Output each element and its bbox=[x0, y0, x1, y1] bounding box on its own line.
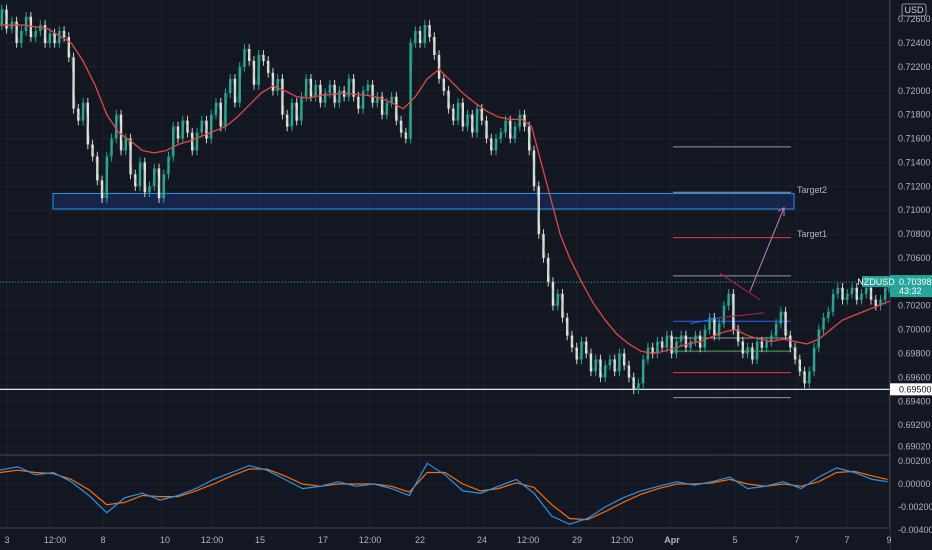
time-tick-label: 3 bbox=[4, 535, 9, 545]
price-tick-label: 0.70600 bbox=[898, 253, 931, 263]
time-tick-label: 8 bbox=[100, 535, 105, 545]
time-tick-label: 12:00 bbox=[44, 535, 67, 545]
symbol-tag bbox=[862, 276, 890, 288]
price-tick-label: 0.72400 bbox=[898, 38, 931, 48]
oscillator-pane bbox=[0, 460, 890, 531]
price-tick-label: 0.69600 bbox=[898, 372, 931, 382]
time-tick-label: 17 bbox=[318, 535, 328, 545]
time-tick-label: 10 bbox=[160, 535, 170, 545]
time-tick-label: 22 bbox=[415, 535, 425, 545]
time-tick-label: 7 bbox=[794, 535, 799, 545]
fib-levels bbox=[0, 146, 890, 399]
price-tick-label: 0.71400 bbox=[898, 157, 931, 167]
projection-arrow bbox=[749, 207, 785, 292]
time-tick-label: 5 bbox=[732, 535, 737, 545]
target-label-bg bbox=[796, 228, 824, 240]
axis-bg bbox=[890, 0, 932, 550]
price-tick-label: 0.72000 bbox=[898, 86, 931, 96]
price-tick-label: 0.71000 bbox=[898, 205, 931, 215]
target-label-bg bbox=[796, 184, 824, 196]
price-axis[interactable]: 0.72600 0.72400 0.72200 0.72000 0.71800 0.716… bbox=[857, 0, 932, 550]
arrow-head-icon bbox=[777, 206, 785, 217]
osc-tick-label: -0.00200 bbox=[898, 502, 932, 512]
price-tick-label: 0.72600 bbox=[898, 14, 931, 24]
time-axis[interactable]: 3 12:00 8 10 12:00 15 17 12:00 22 24 12:00 29 12:00 A… bbox=[0, 527, 892, 550]
price-tick-label: 0.69400 bbox=[898, 396, 931, 406]
time-tick-label: 9 bbox=[886, 535, 891, 545]
time-tick-label: Apr bbox=[664, 535, 680, 545]
price-tick-label: 0.70200 bbox=[898, 301, 931, 311]
currency-label: USD bbox=[904, 5, 924, 15]
time-tick-label: 24 bbox=[477, 535, 487, 545]
time-tick-label: 7 bbox=[844, 535, 849, 545]
support-value: 0.69500 bbox=[899, 384, 932, 394]
price-series bbox=[0, 4, 891, 395]
wedge-upper-line bbox=[719, 273, 761, 301]
osc-tick-label: 0.00000 bbox=[898, 479, 931, 489]
wedge-lower-line bbox=[719, 312, 765, 319]
time-tick-label: 12:00 bbox=[611, 535, 634, 545]
target-label: Target1 bbox=[797, 229, 827, 239]
target-label: Target2 bbox=[797, 185, 827, 195]
time-tick-label: 12:00 bbox=[359, 535, 382, 545]
price-line bbox=[0, 8, 891, 390]
osc-fast-line bbox=[0, 462, 888, 525]
resistance-zone bbox=[52, 192, 795, 210]
time-tick-label: 12:00 bbox=[517, 535, 540, 545]
time-axis-bg bbox=[0, 528, 890, 550]
price-tick-label: 0.69020 bbox=[898, 442, 931, 452]
price-tick-label: 0.71600 bbox=[898, 134, 931, 144]
price-tick-label: 0.72200 bbox=[898, 62, 931, 72]
price-tick-label: 0.70800 bbox=[898, 229, 931, 239]
price-tick-label: 0.69200 bbox=[898, 420, 931, 430]
symbol-label: NZDUSD bbox=[857, 277, 895, 287]
osc-tick-label: -0.00400 bbox=[898, 525, 932, 535]
osc-slow-line bbox=[0, 468, 888, 521]
price-tick-label: 0.71800 bbox=[898, 110, 931, 120]
zone-rect bbox=[52, 192, 795, 210]
price-tick-label: 0.70000 bbox=[898, 325, 931, 335]
support-badge bbox=[890, 383, 932, 396]
grid bbox=[0, 0, 932, 527]
trend-line bbox=[689, 317, 721, 325]
bar-countdown: 43:32 bbox=[899, 286, 922, 296]
time-tick-label: 29 bbox=[572, 535, 582, 545]
price-tick-label: 0.69800 bbox=[898, 348, 931, 358]
current-price-value: 0.70398 bbox=[899, 277, 932, 287]
time-tick-label: 15 bbox=[255, 535, 265, 545]
price-tick-label: 0.71200 bbox=[898, 181, 931, 191]
osc-tick-label: 0.00200 bbox=[898, 456, 931, 466]
moving-average-line bbox=[0, 24, 891, 355]
time-tick-label: 12:00 bbox=[201, 535, 224, 545]
current-price-badge bbox=[890, 275, 932, 298]
annotations: Target2 Target1 bbox=[689, 184, 827, 325]
currency-badge[interactable] bbox=[901, 3, 927, 17]
